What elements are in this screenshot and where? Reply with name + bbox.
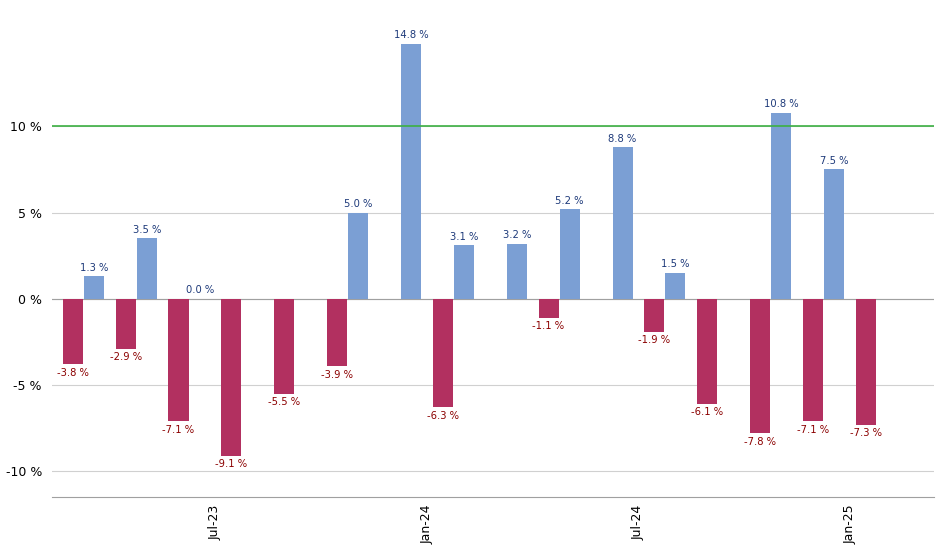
Text: 0.0 %: 0.0 % [185,285,213,295]
Bar [539,299,558,318]
Text: -3.8 %: -3.8 % [56,368,88,378]
Bar [559,209,580,299]
Text: -3.9 %: -3.9 % [321,370,353,379]
Bar [855,299,876,425]
Text: -7.3 %: -7.3 % [850,428,882,438]
Bar [771,113,791,299]
Text: -7.1 %: -7.1 % [163,425,195,435]
Bar [221,299,242,456]
Bar [348,212,368,299]
Bar [63,299,83,364]
Text: 1.3 %: 1.3 % [80,263,108,273]
Bar [274,299,294,394]
Text: -7.1 %: -7.1 % [797,425,829,435]
Bar [666,273,685,299]
Bar [136,239,157,299]
Text: 3.5 %: 3.5 % [133,225,161,235]
Bar [507,244,527,299]
Text: 10.8 %: 10.8 % [764,99,798,109]
Text: -6.3 %: -6.3 % [427,411,459,421]
Text: 8.8 %: 8.8 % [608,134,636,144]
Bar [613,147,633,299]
Text: 5.0 %: 5.0 % [344,199,372,209]
Bar [116,299,135,349]
Text: 1.5 %: 1.5 % [661,260,690,270]
Text: -1.1 %: -1.1 % [532,321,565,331]
Bar [697,299,717,404]
Bar [454,245,474,299]
Text: 3.2 %: 3.2 % [503,230,531,240]
Text: 3.1 %: 3.1 % [449,232,478,242]
Bar [401,43,421,299]
Text: 7.5 %: 7.5 % [820,156,848,166]
Text: -6.1 %: -6.1 % [691,408,723,417]
Text: 14.8 %: 14.8 % [394,30,429,40]
Bar [327,299,347,366]
Bar [803,299,822,421]
Text: -5.5 %: -5.5 % [268,397,300,407]
Text: -9.1 %: -9.1 % [215,459,247,469]
Bar [824,169,844,299]
Bar [168,299,189,421]
Text: 5.2 %: 5.2 % [556,196,584,206]
Text: -7.8 %: -7.8 % [744,437,776,447]
Bar [432,299,453,408]
Bar [84,277,104,299]
Text: -1.9 %: -1.9 % [638,335,670,345]
Bar [644,299,665,332]
Bar [750,299,770,433]
Text: -2.9 %: -2.9 % [110,353,142,362]
